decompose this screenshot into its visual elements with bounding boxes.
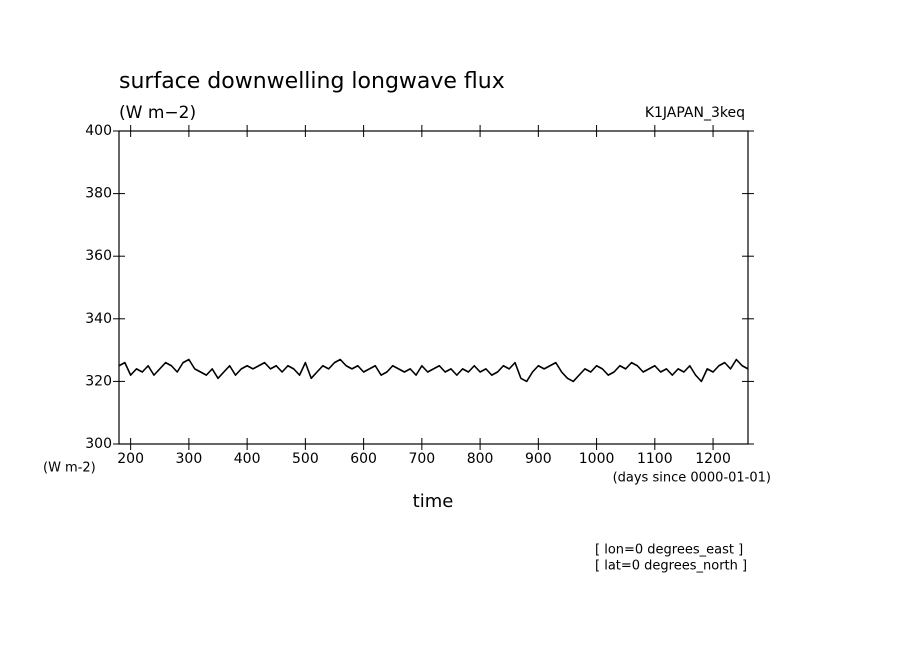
x-tick-label: 400 bbox=[234, 451, 261, 467]
x-tick-label: 1100 bbox=[637, 451, 673, 467]
x-axis-label: time bbox=[413, 491, 454, 512]
dataset-label: K1JAPAN_3keq bbox=[645, 105, 745, 121]
x-tick-label: 300 bbox=[176, 451, 203, 467]
y-tick-label: 400 bbox=[85, 123, 112, 139]
y-tick-label: 300 bbox=[85, 436, 112, 452]
x-tick-label: 500 bbox=[292, 451, 319, 467]
x-units-label: (days since 0000-01-01) bbox=[613, 471, 771, 486]
x-tick-label: 900 bbox=[525, 451, 552, 467]
x-tick-label: 1000 bbox=[579, 451, 615, 467]
annotation: [ lon=0 degrees_east ] bbox=[595, 543, 743, 558]
data-line bbox=[118, 358, 749, 383]
plot-frame bbox=[118, 130, 749, 445]
y-tick-label: 340 bbox=[85, 311, 112, 327]
x-tick-label: 600 bbox=[350, 451, 377, 467]
x-tick-label: 800 bbox=[467, 451, 494, 467]
chart-subtitle: (W m−2) bbox=[119, 103, 196, 123]
y-tick-label: 320 bbox=[85, 373, 112, 389]
annotation: [ lat=0 degrees_north ] bbox=[595, 559, 747, 574]
y-tick-label: 380 bbox=[85, 186, 112, 202]
x-tick-label: 1200 bbox=[695, 451, 731, 467]
chart-title: surface downwelling longwave flux bbox=[119, 69, 505, 94]
y-tick-label: 360 bbox=[85, 248, 112, 264]
x-tick-label: 700 bbox=[408, 451, 435, 467]
x-tick-label: 200 bbox=[117, 451, 144, 467]
y-units-label: (W m-2) bbox=[43, 461, 96, 476]
